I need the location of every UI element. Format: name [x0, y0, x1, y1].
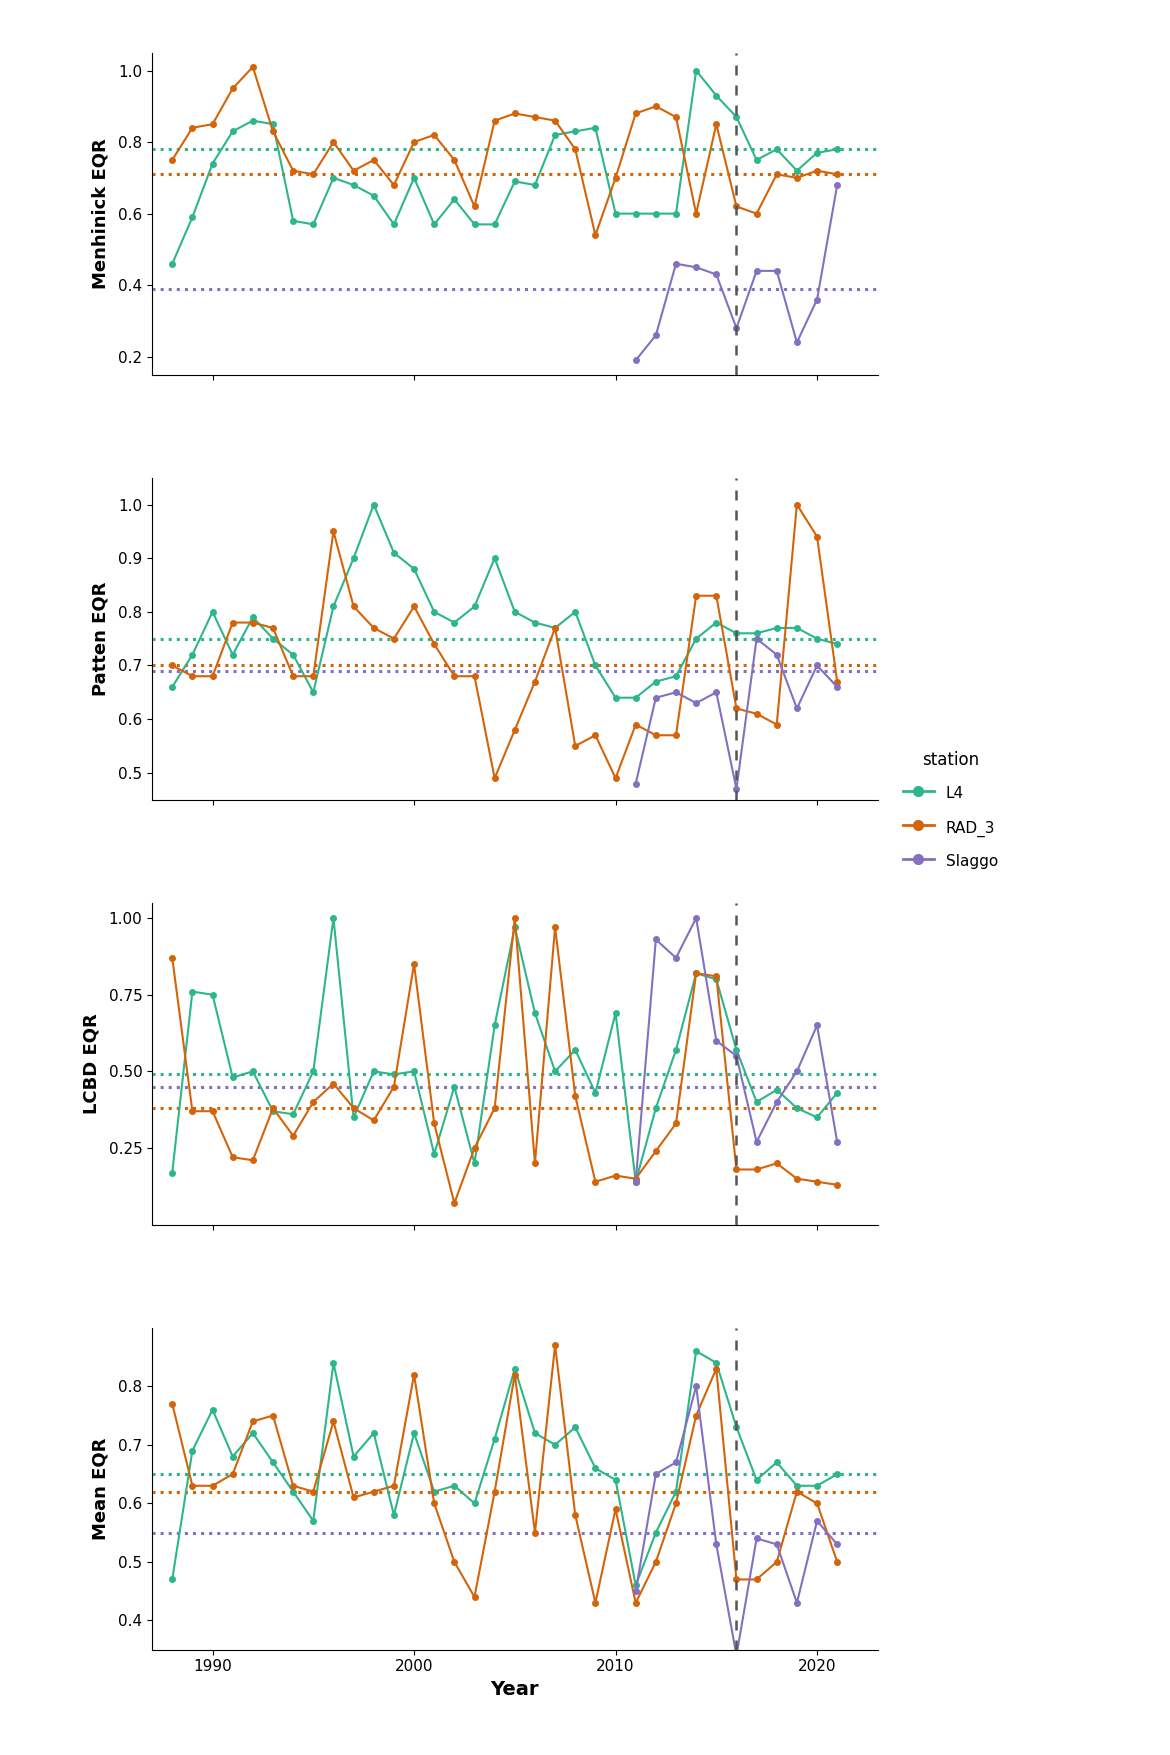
Y-axis label: LCBD EQR: LCBD EQR [82, 1013, 101, 1114]
Y-axis label: Mean EQR: Mean EQR [91, 1437, 110, 1539]
Y-axis label: Menhinick EQR: Menhinick EQR [91, 139, 110, 290]
X-axis label: Year: Year [490, 1680, 539, 1699]
Legend: L4, RAD_3, Slaggo: L4, RAD_3, Slaggo [897, 744, 1004, 878]
Y-axis label: Patten EQR: Patten EQR [91, 581, 110, 695]
